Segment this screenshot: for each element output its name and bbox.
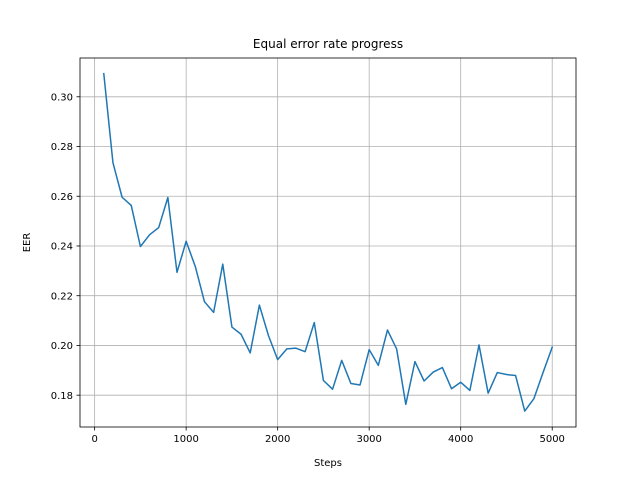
- y-tick-label: 0.18: [51, 391, 73, 402]
- ticks: 0 1000 2000 3000 4000 5000 0.18 0.20 0.22 0.24 0.2…: [51, 92, 565, 445]
- y-tick-label: 0.30: [51, 92, 73, 103]
- y-tick-label: 0.26: [51, 192, 73, 203]
- x-tick-label: 0: [91, 434, 97, 445]
- y-tick-label: 0.24: [51, 242, 73, 253]
- grid: [80, 58, 576, 427]
- x-tick-label: 2000: [265, 434, 290, 445]
- y-axis-label: EER: [22, 233, 33, 253]
- x-axis-label: Steps: [314, 458, 342, 469]
- y-tick-label: 0.28: [51, 142, 73, 153]
- axes-frame: [79, 57, 577, 428]
- y-tick-label: 0.22: [51, 291, 73, 302]
- x-tick-label: 5000: [539, 434, 564, 445]
- x-tick-label: 3000: [356, 434, 381, 445]
- chart-title: Equal error rate progress: [253, 37, 403, 51]
- x-tick-label: 4000: [448, 434, 473, 445]
- series-layer: [102, 72, 554, 412]
- x-tick-label: 1000: [173, 434, 198, 445]
- series-line-eer: [102, 72, 554, 412]
- y-tick-label: 0.20: [51, 341, 73, 352]
